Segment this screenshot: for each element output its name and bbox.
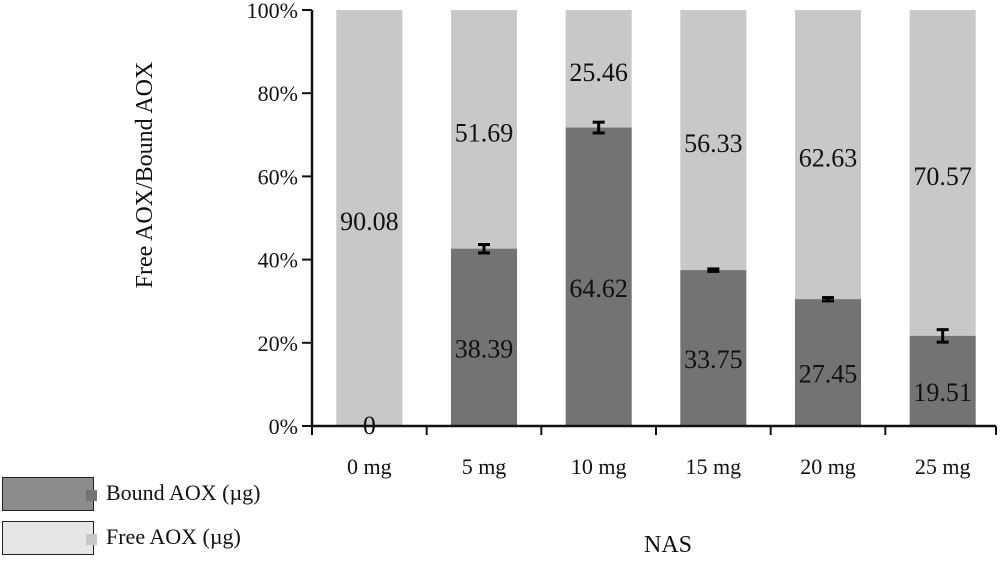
x-tick-label-5: 25 mg (915, 454, 971, 479)
x-tick-label-2: 10 mg (571, 454, 627, 479)
data-label-free-1: 51.69 (455, 118, 514, 147)
legend-box-free (2, 521, 94, 555)
y-tick-label-2: 40% (258, 248, 298, 273)
data-label-bound-3: 33.75 (684, 345, 743, 374)
data-label-free-2: 25.46 (569, 58, 628, 87)
bar-group (336, 10, 976, 426)
y-axis-title: Free AOX/Bound AOX (132, 62, 158, 289)
bar-bound-5 (909, 335, 976, 426)
data-label-bound-1: 38.39 (455, 334, 514, 363)
legend-item-bound: Bound AOX (µg) (0, 472, 340, 516)
legend-key-bound (86, 490, 97, 501)
data-label-bound-5: 19.51 (913, 378, 972, 407)
bar-free-0 (336, 10, 403, 426)
axes-group: 0 mg 5 mg 10 mg 15 mg 20 mg 25 mg 0% 20% 40% 60% 8… (247, 0, 997, 479)
y-tick-label-1: 20% (258, 331, 298, 356)
data-label-free-3: 56.33 (684, 129, 743, 158)
x-tick-label-3: 15 mg (686, 454, 742, 479)
error-bar-group (478, 120, 949, 344)
bar-bound-2 (565, 127, 632, 426)
legend: Bound AOX (µg) Free AOX (µg) (0, 472, 340, 560)
data-label-free-0: 90.08 (340, 207, 399, 236)
x-tick-label-0: 0 mg (347, 454, 392, 479)
bar-bound-4 (795, 299, 861, 426)
data-label-bound-4: 27.45 (799, 360, 858, 389)
data-label-group: 090.0838.3951.6964.6225.4633.7556.3327.4… (340, 58, 972, 440)
x-tick-label-1: 5 mg (462, 454, 507, 479)
legend-label-free: Free AOX (µg) (106, 524, 241, 549)
legend-item-free: Free AOX (µg) (0, 516, 340, 560)
data-label-free-5: 70.57 (913, 162, 972, 191)
y-tick-label-0: 0% (269, 414, 298, 439)
x-axis-title: NAS (644, 532, 692, 558)
data-label-free-4: 62.63 (799, 144, 858, 173)
bar-bound-1 (451, 248, 517, 426)
y-tick-label-5: 100% (247, 0, 298, 23)
data-label-bound-2: 64.62 (569, 274, 628, 303)
x-tick-label-4: 20 mg (800, 454, 856, 479)
legend-label-bound: Bound AOX (µg) (106, 480, 261, 505)
legend-key-free (86, 534, 97, 545)
y-tick-label-3: 60% (258, 164, 298, 189)
bar-bound-3 (680, 270, 747, 426)
y-tick-label-4: 80% (258, 81, 298, 106)
legend-box-bound (2, 477, 94, 511)
